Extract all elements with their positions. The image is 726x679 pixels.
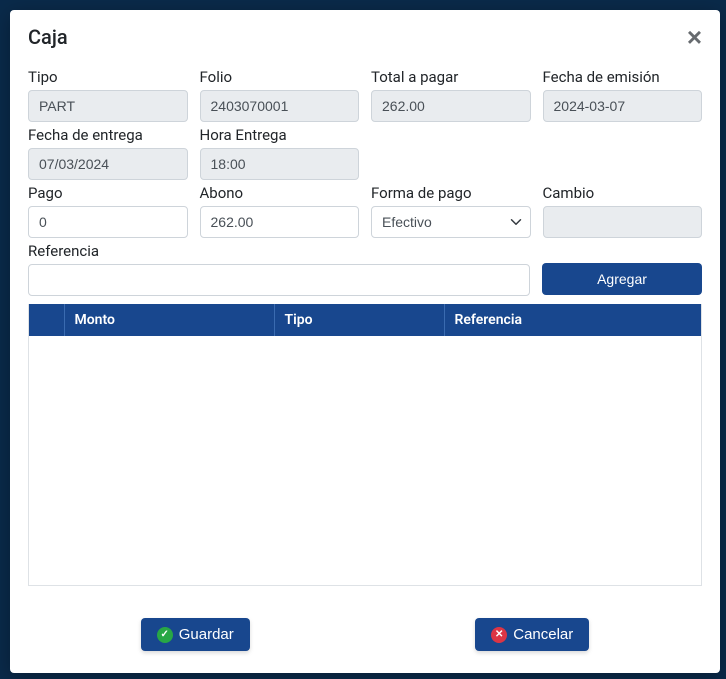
label-folio: Folio	[200, 68, 360, 86]
group-pago: Pago	[28, 184, 188, 238]
guardar-button[interactable]: ✓ Guardar	[141, 618, 250, 651]
cancelar-label: Cancelar	[513, 626, 573, 643]
group-referencia: Referencia	[28, 242, 530, 296]
agregar-button[interactable]: Agregar	[542, 263, 702, 295]
group-cambio: Cambio	[543, 184, 703, 238]
check-icon: ✓	[157, 627, 173, 643]
input-referencia[interactable]	[28, 264, 530, 296]
label-emision: Fecha de emisión	[543, 68, 703, 86]
th-tipo: Tipo	[274, 304, 444, 336]
payments-table: Monto Tipo Referencia	[29, 304, 701, 336]
input-tipo	[28, 90, 188, 122]
select-forma-pago[interactable]: Efectivo	[371, 206, 531, 238]
input-abono[interactable]	[200, 206, 360, 238]
group-abono: Abono	[200, 184, 360, 238]
th-referencia: Referencia	[444, 304, 701, 336]
input-pago[interactable]	[28, 206, 188, 238]
label-referencia: Referencia	[28, 242, 530, 260]
group-total: Total a pagar	[371, 68, 531, 122]
label-pago: Pago	[28, 184, 188, 202]
label-abono: Abono	[200, 184, 360, 202]
referencia-row: Referencia Agregar	[28, 242, 702, 296]
label-tipo: Tipo	[28, 68, 188, 86]
th-monto: Monto	[64, 304, 274, 336]
form-row-1: Tipo Folio Total a pagar Fecha de emisió…	[28, 68, 702, 122]
group-tipo: Tipo	[28, 68, 188, 122]
input-hora	[200, 148, 360, 180]
modal-title: Caja	[28, 25, 68, 49]
table-header: Monto Tipo Referencia	[29, 304, 701, 336]
input-emision	[543, 90, 703, 122]
close-icon: ×	[687, 22, 702, 52]
guardar-label: Guardar	[179, 626, 234, 643]
modal-footer: ✓ Guardar ✕ Cancelar	[10, 604, 720, 673]
group-folio: Folio	[200, 68, 360, 122]
group-emision: Fecha de emisión	[543, 68, 703, 122]
th-empty	[29, 304, 64, 336]
group-forma: Forma de pago Efectivo	[371, 184, 531, 238]
cancelar-button[interactable]: ✕ Cancelar	[475, 618, 589, 651]
label-cambio: Cambio	[543, 184, 703, 202]
modal-body: Tipo Folio Total a pagar Fecha de emisió…	[10, 60, 720, 604]
label-entrega: Fecha de entrega	[28, 126, 188, 144]
input-folio	[200, 90, 360, 122]
input-total	[371, 90, 531, 122]
spacer-2	[543, 126, 703, 180]
form-row-2: Fecha de entrega Hora Entrega	[28, 126, 702, 180]
group-entrega: Fecha de entrega	[28, 126, 188, 180]
payments-table-wrap: Monto Tipo Referencia	[28, 304, 702, 586]
close-button[interactable]: ×	[687, 24, 702, 50]
modal-header: Caja ×	[10, 10, 720, 60]
group-hora: Hora Entrega	[200, 126, 360, 180]
spacer-1	[371, 126, 531, 180]
label-forma: Forma de pago	[371, 184, 531, 202]
caja-modal: Caja × Tipo Folio Total a pagar Fecha de…	[10, 10, 720, 673]
input-cambio	[543, 206, 703, 238]
form-row-3: Pago Abono Forma de pago Efectivo Cambio	[28, 184, 702, 238]
label-hora: Hora Entrega	[200, 126, 360, 144]
label-total: Total a pagar	[371, 68, 531, 86]
cancel-icon: ✕	[491, 627, 507, 643]
input-entrega	[28, 148, 188, 180]
